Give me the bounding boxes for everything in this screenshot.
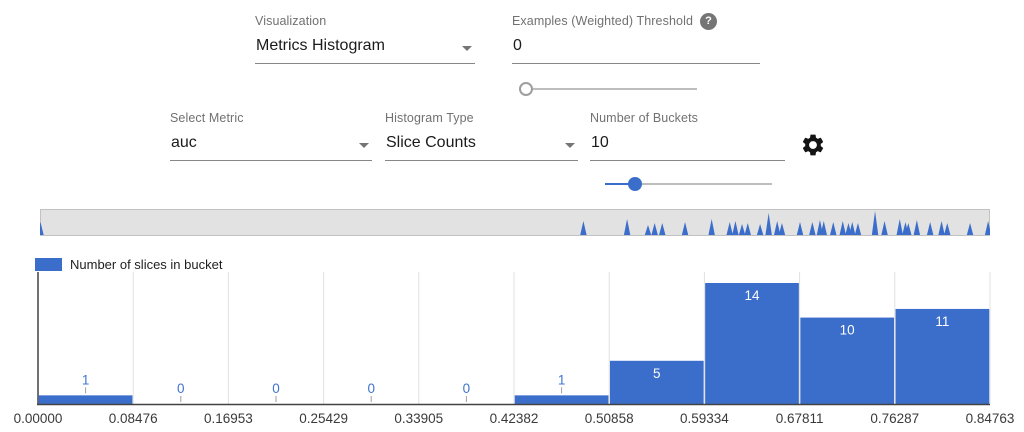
svg-text:0: 0 [367,381,375,396]
gear-icon [802,134,824,156]
svg-text:0.16953: 0.16953 [204,411,253,426]
num-buckets-slider[interactable] [605,177,772,191]
chevron-down-icon [359,143,369,148]
slider-handle[interactable] [628,177,643,191]
svg-text:0.00000: 0.00000 [14,411,63,426]
svg-text:0.67811: 0.67811 [776,411,824,426]
num-buckets-input[interactable]: 10 [590,132,785,161]
svg-text:0.33905: 0.33905 [394,411,443,426]
visualization-select[interactable]: Visualization Metrics Histogram [255,13,475,64]
slider-fill [605,183,636,185]
svg-text:0.42382: 0.42382 [490,411,539,426]
num-buckets-label: Number of Buckets [590,111,698,125]
visualization-label: Visualization [255,14,327,28]
slider-track[interactable] [605,183,772,185]
legend-swatch [35,257,62,271]
svg-text:0.25429: 0.25429 [299,411,348,426]
svg-text:0.59334: 0.59334 [680,411,729,426]
svg-text:5: 5 [653,366,661,381]
svg-text:0.08476: 0.08476 [109,411,158,426]
slider-handle[interactable] [519,82,533,96]
select-metric-value: auc [171,134,197,151]
svg-text:11: 11 [935,314,949,329]
histogram-type-label: Histogram Type [385,111,474,125]
chevron-down-icon [565,143,575,148]
examples-threshold-input[interactable]: 0 [512,35,760,64]
svg-text:0: 0 [463,381,471,396]
examples-threshold-slider[interactable] [519,82,697,96]
svg-text:14: 14 [744,288,760,303]
svg-text:1: 1 [82,372,90,387]
svg-text:1: 1 [558,372,566,387]
visualization-value: Metrics Histogram [256,37,385,54]
histogram-type-value: Slice Counts [386,134,476,151]
chart-legend: Number of slices in bucket [35,256,222,272]
legend-label: Number of slices in bucket [70,256,223,272]
svg-text:0.84763: 0.84763 [966,411,1015,426]
select-metric-select[interactable]: Select Metric auc [170,110,372,161]
examples-threshold-field: Examples (Weighted) Threshold ? 0 [512,12,760,64]
svg-text:10: 10 [840,323,855,338]
examples-threshold-label: Examples (Weighted) Threshold [512,14,693,28]
histogram-type-select[interactable]: Histogram Type Slice Counts [385,110,578,161]
select-metric-label: Select Metric [170,111,244,125]
settings-button[interactable] [799,131,827,159]
chevron-down-icon [462,46,472,51]
help-icon[interactable]: ? [700,12,717,30]
svg-text:0: 0 [177,381,185,396]
svg-text:0.50858: 0.50858 [585,411,634,426]
slices-overview-strip[interactable] [40,209,990,236]
svg-text:0: 0 [272,381,280,396]
num-buckets-field: Number of Buckets 10 [590,110,785,161]
svg-text:0.76287: 0.76287 [870,411,919,426]
slider-track[interactable] [520,88,697,90]
